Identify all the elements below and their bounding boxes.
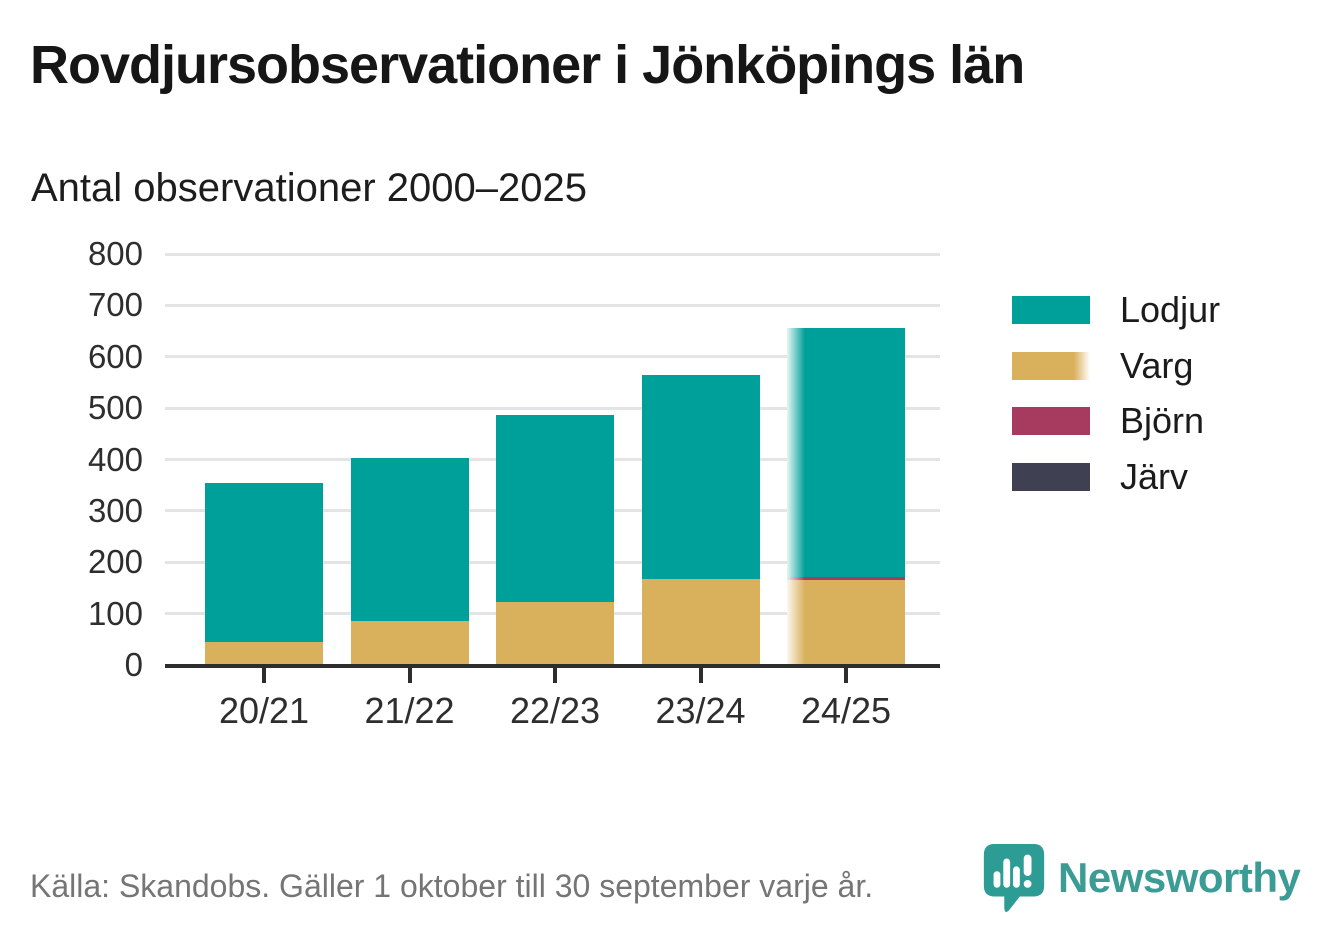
x-tick-23-24 — [698, 668, 703, 683]
y-tick-label-300: 300 — [87, 491, 143, 529]
bar-segment-lodjur-23-24 — [641, 374, 760, 580]
x-tick-22-23 — [553, 668, 557, 683]
x-tick-label-20-21: 20/21 — [218, 690, 310, 731]
y-tick-label-400: 400 — [87, 440, 143, 478]
y-tick-label-500: 500 — [87, 389, 143, 427]
brand-name: Newsworthy — [1058, 854, 1301, 901]
y-tick-label-600: 600 — [87, 337, 143, 375]
legend-item-varg: Varg — [1012, 345, 1220, 386]
legend-label-varg: Varg — [1120, 344, 1194, 386]
legend-swatch-järv — [1012, 462, 1090, 491]
y-tick-label-700: 700 — [87, 286, 143, 324]
gridline-600 — [165, 355, 940, 359]
legend-swatch-björn — [1012, 407, 1090, 435]
newsworthy-brand: Newsworthy — [982, 843, 1301, 913]
legend-label-lodjur: Lodjur — [1120, 289, 1221, 330]
page-title: Rovdjursobservationer i Jönköpings län — [30, 35, 1025, 95]
x-tick-20-21 — [262, 668, 266, 683]
x-tick-21-22 — [407, 668, 412, 683]
gridline-800 — [165, 252, 940, 256]
source-note: Källa: Skandobs. Gäller 1 oktober till 3… — [30, 868, 874, 904]
legend-swatch-lodjur — [1012, 296, 1090, 324]
chart-subtitle: Antal observationer 2000–2025 — [31, 166, 587, 210]
y-tick-label-0: 0 — [124, 646, 143, 683]
bar-segment-varg-22-23 — [496, 601, 614, 665]
legend-swatch-varg — [1012, 351, 1090, 380]
x-tick-24-25 — [844, 668, 848, 683]
bar-segment-lodjur-20-21 — [205, 482, 323, 642]
legend-item-järv: Järv — [1012, 456, 1220, 497]
x-axis-line — [165, 664, 940, 668]
y-tick-label-100: 100 — [87, 594, 143, 632]
gridline-700 — [165, 303, 940, 307]
gridline-500 — [165, 406, 940, 410]
y-tick-label-200: 200 — [87, 543, 143, 581]
x-tick-label-24-25: 24/25 — [800, 690, 892, 731]
chart-legend: Lodjur Varg Björn Järv — [1012, 289, 1220, 518]
bar-segment-varg-20-21 — [205, 641, 323, 665]
bar-segment-varg-21-22 — [350, 620, 469, 665]
bar-segment-varg-24-25 — [787, 579, 905, 665]
bar-segment-lodjur-21-22 — [350, 458, 469, 621]
bar-segment-varg-23-24 — [641, 579, 760, 665]
bar-segment-björn-24-25 — [787, 576, 905, 580]
y-tick-label-800: 800 — [87, 235, 143, 272]
preliminary-fade-overlay — [787, 328, 805, 665]
x-tick-label-21-22: 21/22 — [364, 690, 455, 731]
x-tick-label-23-24: 23/24 — [655, 690, 746, 731]
legend-item-lodjur: Lodjur — [1012, 289, 1220, 330]
legend-label-björn: Björn — [1120, 400, 1205, 441]
x-tick-label-22-23: 22/23 — [509, 690, 601, 731]
newsworthy-logo-icon — [983, 843, 1045, 912]
legend-label-järv: Järv — [1120, 455, 1189, 497]
bar-segment-lodjur-22-23 — [496, 415, 614, 602]
bar-segment-lodjur-24-25 — [787, 328, 905, 577]
legend-item-björn: Björn — [1012, 400, 1220, 441]
